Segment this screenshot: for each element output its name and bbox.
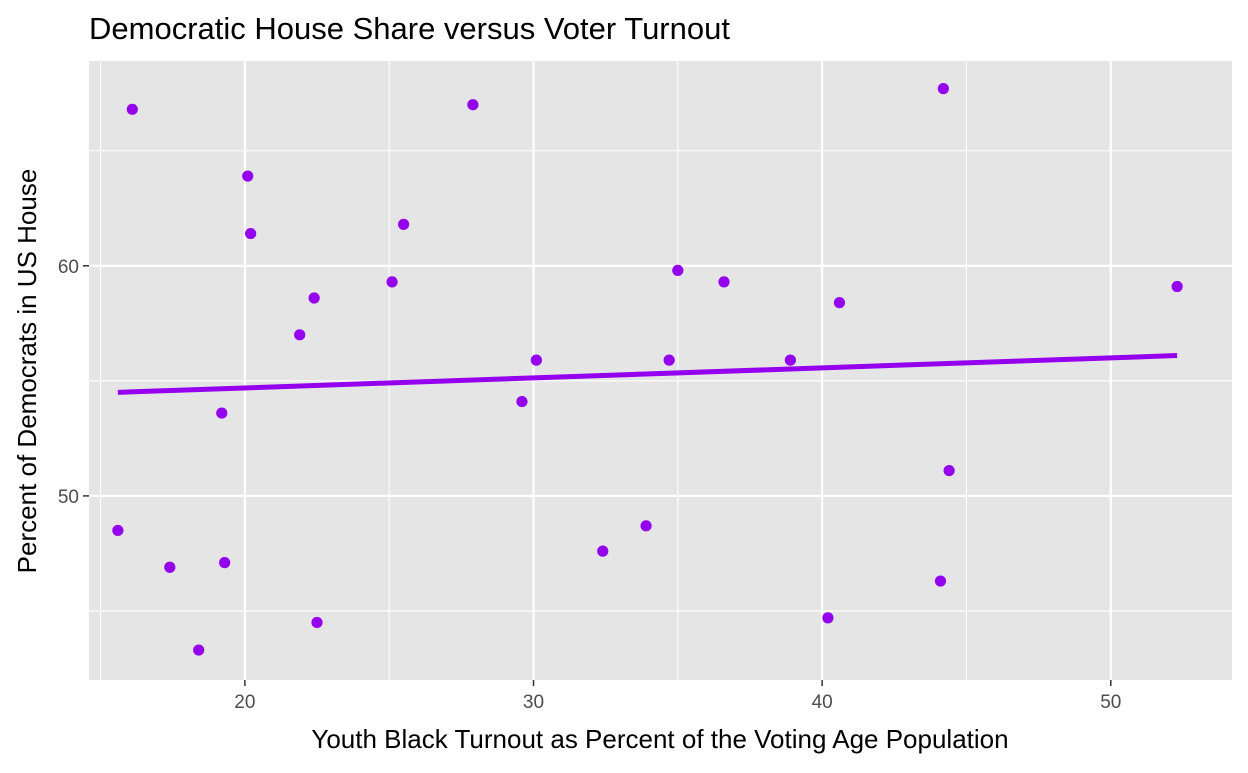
data-point (833, 297, 846, 309)
data-point (530, 354, 542, 366)
y-tick-labels: 50 60 (58, 257, 79, 508)
data-point (718, 276, 730, 288)
data-point (242, 170, 254, 182)
data-point (311, 616, 323, 629)
data-point (937, 83, 949, 95)
data-point (308, 292, 320, 304)
data-point (467, 99, 479, 111)
x-tick-label: 40 (812, 692, 833, 713)
y-axis-label: Percent of Democrats in US House (12, 169, 42, 574)
trend-line (117, 353, 1178, 395)
data-point (1171, 280, 1183, 293)
data-point (126, 103, 138, 115)
data-point (672, 264, 684, 277)
data-point (784, 354, 796, 366)
data-point (193, 644, 205, 656)
data-point (294, 329, 306, 341)
x-tick-label: 30 (523, 692, 544, 713)
data-point (164, 561, 176, 573)
data-point (516, 395, 528, 408)
data-point (934, 575, 947, 587)
data-point (822, 612, 834, 624)
major-gridlines (89, 61, 1232, 680)
y-tick-label: 60 (58, 257, 79, 278)
data-point (219, 557, 231, 569)
minor-gridlines (89, 61, 1232, 680)
chart-title: Democratic House Share versus Voter Turn… (89, 11, 730, 46)
data-point (216, 407, 228, 419)
y-tick-label: 50 (58, 487, 79, 508)
plot-panel (89, 61, 1232, 680)
data-point (597, 545, 609, 557)
data-point (112, 524, 124, 537)
data-point (663, 354, 675, 366)
axis-ticks (83, 265, 1112, 686)
data-point (943, 464, 955, 477)
data-point (640, 520, 652, 532)
x-tick-label: 20 (234, 692, 255, 713)
data-point (398, 218, 410, 230)
data-points (112, 83, 1183, 656)
x-axis-label: Youth Black Turnout as Percent of the Vo… (311, 724, 1008, 754)
data-point (245, 227, 257, 240)
x-tick-label: 50 (1100, 692, 1121, 713)
data-point (386, 276, 398, 288)
x-tick-labels: 20 30 40 50 (234, 692, 1121, 713)
